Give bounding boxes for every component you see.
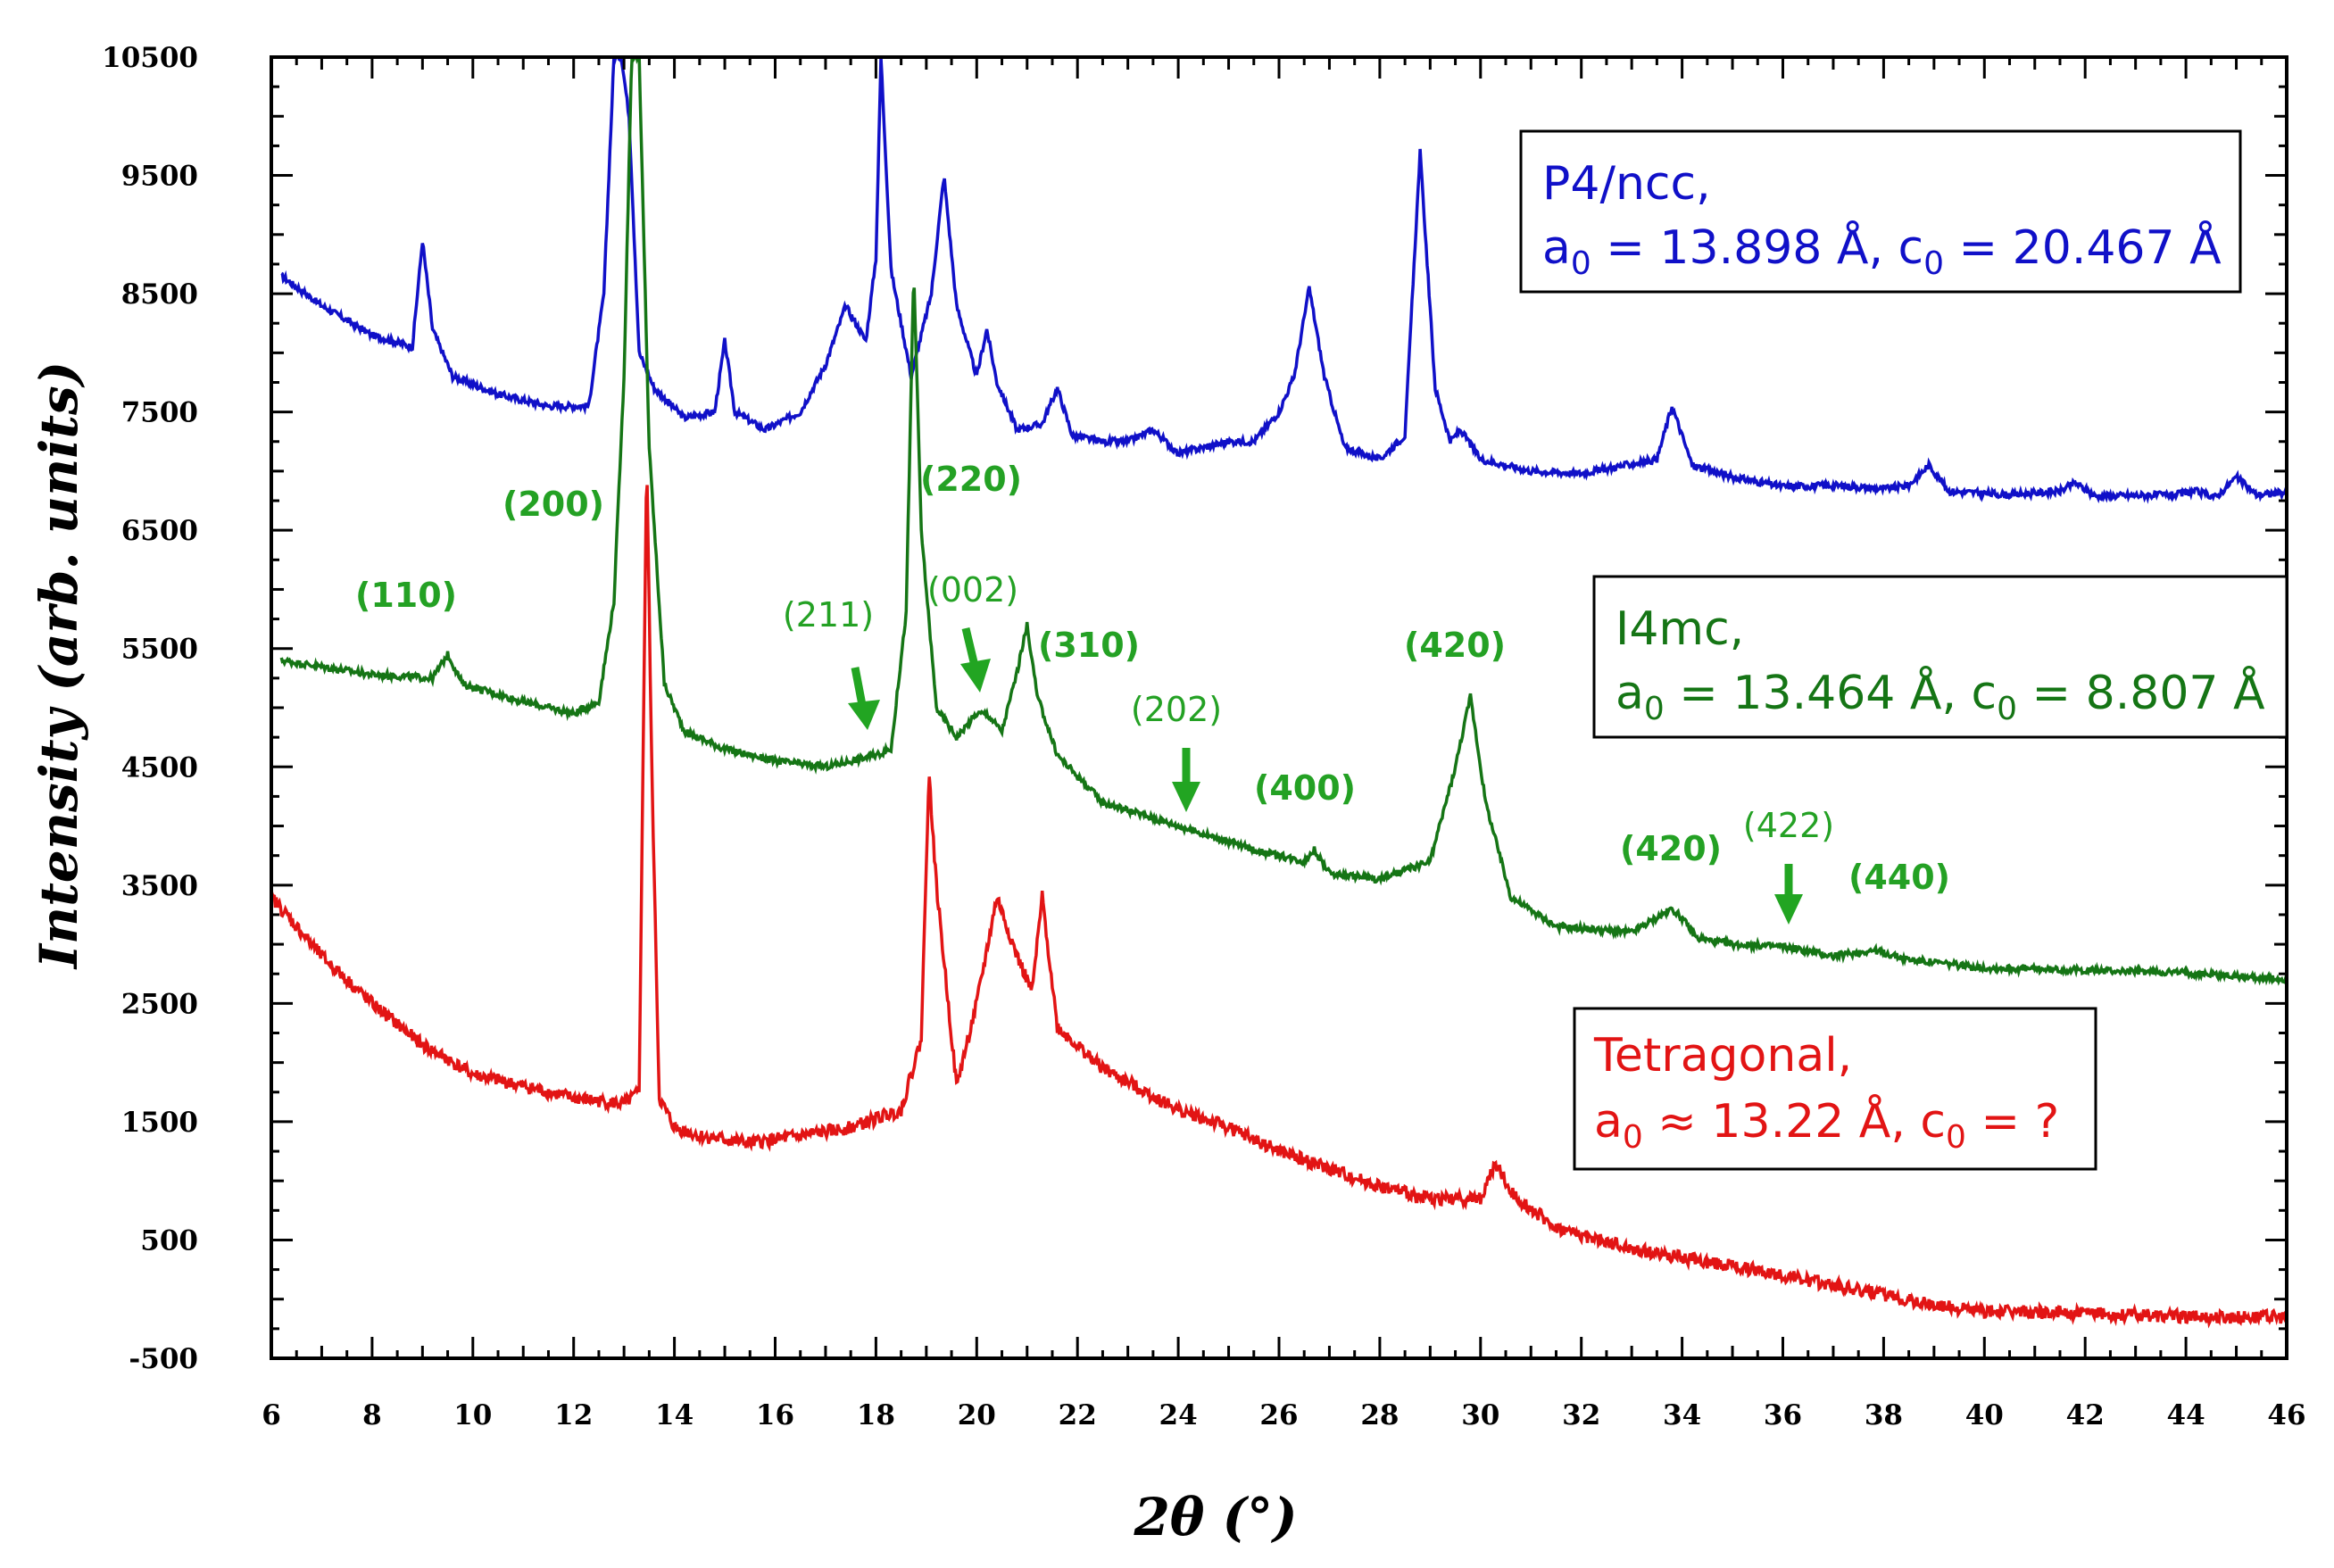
y-tick-label: -500 [129, 1343, 198, 1375]
hkl-440-label: (440) [1848, 858, 1950, 897]
hkl-labels: (110) (200) (220) (211) (002) (310) (202… [355, 460, 1950, 897]
peak-arrows [848, 626, 1803, 925]
x-tick-label: 14 [655, 1399, 694, 1431]
hkl-220-label: (220) [920, 460, 1022, 499]
hkl-202-label: (202) [1131, 690, 1222, 729]
hkl-420-label-lower: (420) [1620, 829, 1722, 868]
legend-tetragonal-box [1573, 1007, 2097, 1171]
axis-ticks [270, 55, 2288, 1360]
legend-p4ncc: P4/ncc, a0 = 13.898 Å, c0 = 20.467 Å [1519, 129, 2242, 294]
x-tick-label: 38 [1865, 1399, 1903, 1431]
x-tick-labels: 6 8 10 12 14 16 18 20 22 24 26 28 30 32 34 36 38 40 42 44 46 [262, 1399, 2305, 1431]
y-tick-label: 4500 [121, 751, 198, 784]
y-tick-label: 10500 [102, 42, 198, 74]
legend-i4mc-box [1592, 575, 2288, 739]
series-line-i4mc [279, 57, 2287, 986]
y-tick-labels: -500 500 1500 2500 3500 4500 5500 6500 7500 8500 9… [102, 42, 198, 1375]
x-tick-label: 28 [1360, 1399, 1399, 1431]
legend-p4ncc-line2: a0 = 13.898 Å, c0 = 20.467 Å [1542, 220, 2222, 282]
x-tick-label: 8 [362, 1399, 382, 1431]
x-tick-label: 22 [1059, 1399, 1097, 1431]
x-tick-label: 40 [1965, 1399, 2004, 1431]
x-tick-label: 36 [1764, 1399, 1802, 1431]
x-tick-label: 42 [2066, 1399, 2105, 1431]
hkl-422-label: (422) [1743, 806, 1834, 845]
legend-p4ncc-box [1519, 129, 2242, 294]
hkl-110-label: (110) [355, 576, 457, 615]
x-tick-label: 24 [1159, 1399, 1198, 1431]
hkl-400-label: (400) [1254, 768, 1356, 808]
legend-tetragonal-line2: a0 ≈ 13.22 Å, c0 = ? [1594, 1093, 2059, 1156]
x-tick-label: 44 [2167, 1399, 2205, 1431]
x-tick-label: 26 [1259, 1399, 1298, 1431]
x-tick-label: 6 [262, 1399, 281, 1431]
hkl-200-label: (200) [503, 485, 604, 524]
hkl-310-label: (310) [1038, 626, 1140, 665]
x-tick-label: 16 [756, 1399, 794, 1431]
hkl-002-label: (002) [927, 570, 1018, 610]
y-axis-title: Intensity (arb. units) [29, 361, 89, 970]
hkl-211-label: (211) [783, 595, 874, 635]
y-tick-label: 5500 [121, 634, 198, 666]
legend-i4mc-line2: a0 = 13.464 Å, c0 = 8.807 Å [1616, 665, 2265, 727]
x-tick-label: 46 [2267, 1399, 2305, 1431]
y-tick-label: 8500 [121, 278, 198, 311]
y-tick-label: 1500 [121, 1107, 198, 1139]
legend-tetragonal: Tetragonal, a0 ≈ 13.22 Å, c0 = ? [1573, 1007, 2097, 1171]
legend-i4mc: I4mc, a0 = 13.464 Å, c0 = 8.807 Å [1592, 575, 2288, 739]
arrow-002-icon [960, 626, 991, 693]
legend-p4ncc-line1: P4/ncc, [1542, 157, 1711, 211]
arrow-202-icon [1172, 748, 1200, 812]
x-axis-title: 2θ (°) [1133, 1487, 1297, 1547]
y-tick-label: 500 [140, 1224, 198, 1257]
x-tick-label: 12 [554, 1399, 593, 1431]
legend-tetragonal-line1: Tetragonal, [1593, 1029, 1852, 1083]
y-tick-label: 7500 [121, 397, 198, 429]
x-tick-label: 10 [453, 1399, 492, 1431]
x-tick-label: 18 [857, 1399, 895, 1431]
y-tick-label: 2500 [121, 988, 198, 1020]
arrow-211-icon [848, 667, 880, 730]
arrow-422-icon [1774, 864, 1803, 925]
y-tick-label: 6500 [121, 515, 198, 547]
series-line-tetragonal [271, 485, 2287, 1329]
x-tick-label: 32 [1562, 1399, 1600, 1431]
legend-i4mc-line1: I4mc, [1616, 602, 1744, 656]
y-tick-label: 9500 [121, 161, 198, 193]
x-tick-label: 20 [958, 1399, 996, 1431]
hkl-420-label-upper: (420) [1404, 626, 1506, 665]
y-tick-label: 3500 [121, 870, 198, 902]
x-tick-label: 30 [1461, 1399, 1499, 1431]
x-tick-label: 34 [1663, 1399, 1701, 1431]
